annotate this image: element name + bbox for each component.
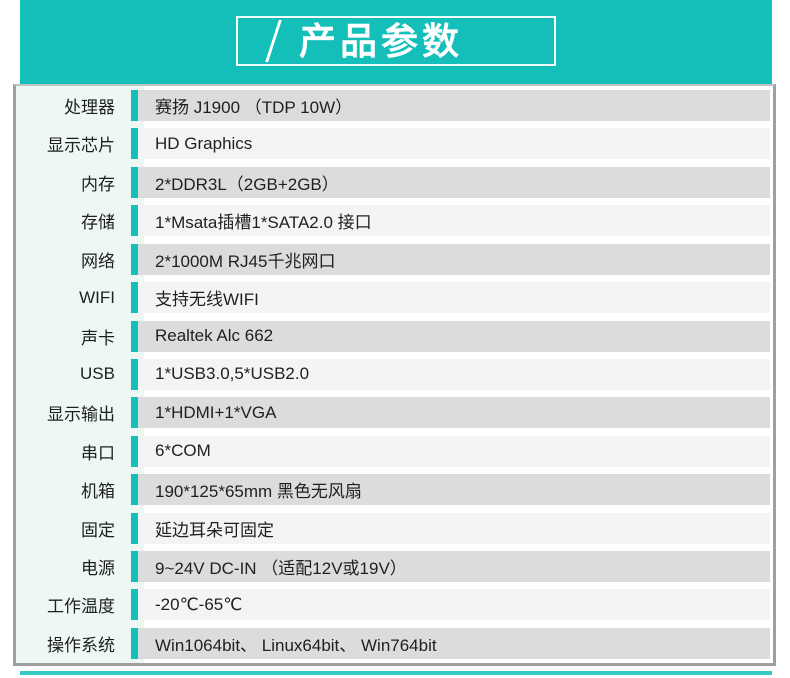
table-row: 网络 2*1000M RJ45千兆网口 [19, 243, 770, 275]
title-box: 产品参数 [236, 16, 556, 66]
table-row: 显示输出 1*HDMI+1*VGA [19, 397, 770, 429]
row-label: 操作系统 [47, 635, 115, 655]
bottom-accent-strip [20, 671, 772, 675]
row-label: USB [80, 364, 115, 384]
row-value: 1*USB3.0,5*USB2.0 [138, 358, 770, 390]
accent-bar [131, 282, 138, 314]
table-row: 内存 2*DDR3L（2GB+2GB） [19, 166, 770, 198]
table-row: USB 1*USB3.0,5*USB2.0 [19, 358, 770, 390]
table-row: 固定 延边耳朵可固定 [19, 512, 770, 544]
row-label: 固定 [81, 520, 115, 540]
row-label: 存储 [81, 213, 115, 233]
row-value: 2*DDR3L（2GB+2GB） [138, 166, 770, 198]
row-label: 声卡 [81, 328, 115, 348]
row-label: 内存 [81, 174, 115, 194]
accent-bar [131, 128, 138, 160]
row-label: WIFI [79, 287, 115, 307]
table-row: 串口 6*COM [19, 435, 770, 467]
row-label: 串口 [81, 443, 115, 463]
row-value: 1*Msata插槽1*SATA2.0 接口 [138, 205, 770, 237]
accent-bar [131, 243, 138, 275]
accent-bar [131, 397, 138, 429]
row-value: 2*1000M RJ45千兆网口 [138, 243, 770, 275]
accent-bar [131, 205, 138, 237]
row-label: 显示芯片 [47, 136, 115, 156]
row-value: Realtek Alc 662 [138, 320, 770, 352]
page-title: 产品参数 [299, 20, 463, 62]
row-label: 工作温度 [47, 597, 115, 617]
table-row: 声卡 Realtek Alc 662 [19, 320, 770, 352]
accent-bar [131, 551, 138, 583]
header-banner: 产品参数 [20, 0, 772, 84]
row-value: 6*COM [138, 435, 770, 467]
slash-icon [265, 20, 282, 62]
accent-bar [131, 435, 138, 467]
spec-table: 处理器 赛扬 J1900 （TDP 10W） 显示芯片 HD Graphics … [13, 84, 776, 666]
row-value: 赛扬 J1900 （TDP 10W） [138, 90, 770, 121]
accent-bar [131, 474, 138, 506]
row-value: Win1064bit、 Linux64bit、 Win764bit [138, 627, 770, 659]
row-label: 机箱 [81, 482, 115, 502]
table-row: 电源 9~24V DC-IN （适配12V或19V） [19, 551, 770, 583]
row-label: 处理器 [64, 98, 115, 117]
row-label: 显示输出 [47, 405, 115, 425]
table-row: 显示芯片 HD Graphics [19, 128, 770, 160]
table-row: 处理器 赛扬 J1900 （TDP 10W） [19, 90, 770, 121]
row-label: 电源 [81, 559, 115, 579]
accent-bar [131, 90, 138, 121]
row-label: 网络 [81, 251, 115, 271]
row-value: 190*125*65mm 黑色无风扇 [138, 474, 770, 506]
accent-bar [131, 166, 138, 198]
accent-bar [131, 512, 138, 544]
row-value: 1*HDMI+1*VGA [138, 397, 770, 429]
table-row: 存储 1*Msata插槽1*SATA2.0 接口 [19, 205, 770, 237]
row-value: -20℃-65℃ [138, 589, 770, 621]
table-row: WIFI 支持无线WIFI [19, 282, 770, 314]
row-value: 9~24V DC-IN （适配12V或19V） [138, 551, 770, 583]
accent-bar [131, 320, 138, 352]
accent-bar [131, 627, 138, 659]
table-row: 工作温度 -20℃-65℃ [19, 589, 770, 621]
row-value: 支持无线WIFI [138, 282, 770, 314]
row-value: 延边耳朵可固定 [138, 512, 770, 544]
table-row: 操作系统 Win1064bit、 Linux64bit、 Win764bit [19, 627, 770, 659]
accent-bar [131, 589, 138, 621]
accent-bar [131, 358, 138, 390]
label-column-background [16, 86, 144, 663]
row-value: HD Graphics [138, 128, 770, 160]
table-row: 机箱 190*125*65mm 黑色无风扇 [19, 474, 770, 506]
